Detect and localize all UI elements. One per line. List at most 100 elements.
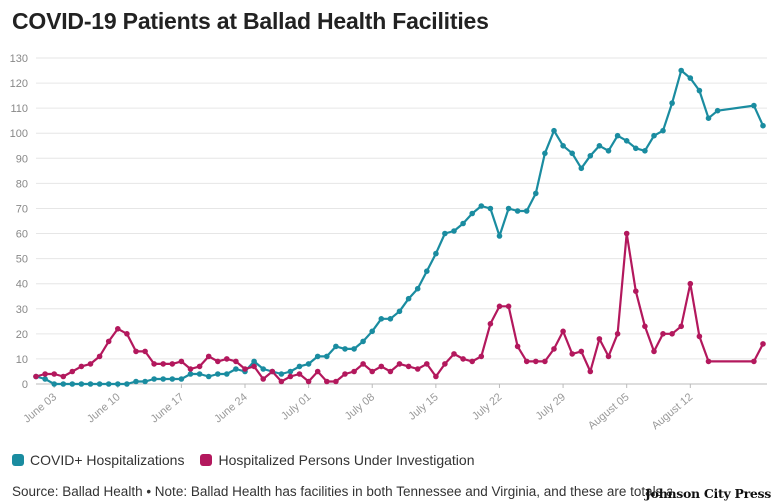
data-point-1 bbox=[287, 368, 294, 375]
data-point-1 bbox=[714, 107, 721, 114]
data-point-2 bbox=[196, 363, 203, 370]
data-point-2 bbox=[514, 343, 521, 350]
legend-item-covid-hospitalizations[interactable]: COVID+ Hospitalizations bbox=[12, 452, 184, 468]
data-point-2 bbox=[396, 361, 403, 367]
data-point-2 bbox=[614, 331, 621, 337]
data-point-1 bbox=[133, 378, 139, 385]
data-point-2 bbox=[478, 353, 485, 360]
y-tick-label: 20 bbox=[16, 329, 28, 341]
data-point-2 bbox=[105, 338, 112, 345]
data-point-1 bbox=[324, 353, 330, 360]
data-point-2 bbox=[651, 348, 657, 355]
data-point-1 bbox=[224, 371, 230, 377]
data-point-1 bbox=[124, 381, 130, 387]
x-tick-label: July 08 bbox=[343, 391, 377, 423]
y-tick-label: 60 bbox=[16, 229, 28, 241]
data-point-1 bbox=[696, 87, 703, 94]
data-point-2 bbox=[633, 288, 639, 295]
data-point-2 bbox=[505, 303, 512, 310]
data-point-1 bbox=[560, 143, 566, 149]
data-point-1 bbox=[115, 381, 121, 387]
data-point-1 bbox=[478, 203, 485, 209]
data-point-1 bbox=[614, 132, 621, 139]
data-point-1 bbox=[387, 316, 394, 322]
data-point-1 bbox=[596, 143, 603, 149]
data-point-1 bbox=[160, 376, 166, 382]
data-point-1 bbox=[405, 295, 412, 302]
data-point-1 bbox=[187, 371, 194, 377]
data-point-1 bbox=[414, 285, 421, 292]
data-point-2 bbox=[333, 378, 339, 385]
data-point-2 bbox=[215, 358, 221, 365]
data-point-1 bbox=[42, 376, 48, 382]
data-point-1 bbox=[760, 122, 766, 129]
data-point-2 bbox=[587, 368, 594, 375]
data-point-2 bbox=[551, 346, 557, 352]
data-point-2 bbox=[360, 361, 366, 367]
data-point-1 bbox=[69, 381, 76, 387]
data-point-2 bbox=[269, 368, 276, 375]
data-point-2 bbox=[469, 358, 476, 365]
data-point-1 bbox=[305, 361, 312, 367]
data-point-2 bbox=[760, 341, 766, 347]
data-point-1 bbox=[151, 376, 157, 382]
data-point-2 bbox=[205, 353, 212, 360]
data-point-1 bbox=[342, 346, 348, 352]
data-point-2 bbox=[460, 356, 466, 362]
data-point-2 bbox=[369, 368, 376, 375]
data-point-2 bbox=[605, 353, 612, 360]
data-point-1 bbox=[233, 366, 239, 372]
y-axis-ticks: 0 10 20 30 40 50 60 70 80 90 100 110 120 130 bbox=[10, 53, 28, 391]
data-point-2 bbox=[623, 230, 630, 237]
data-point-2 bbox=[578, 348, 585, 355]
y-tick-label: 100 bbox=[10, 128, 28, 140]
grid-lines bbox=[36, 57, 767, 385]
data-point-2 bbox=[296, 371, 303, 377]
legend-item-persons-under-investigation[interactable]: Hospitalized Persons Under Investigation bbox=[200, 452, 474, 468]
data-point-2 bbox=[705, 358, 712, 365]
data-point-1 bbox=[51, 381, 57, 387]
x-tick-label: August 12 bbox=[650, 391, 696, 432]
data-point-2 bbox=[87, 361, 94, 367]
data-point-1 bbox=[551, 127, 557, 134]
y-tick-label: 40 bbox=[16, 279, 28, 291]
data-point-1 bbox=[660, 127, 666, 134]
data-point-1 bbox=[424, 268, 430, 275]
y-tick-label: 80 bbox=[16, 178, 28, 190]
x-tick-label: June 10 bbox=[85, 391, 123, 425]
y-tick-label: 50 bbox=[16, 254, 28, 266]
legend-swatch-magenta bbox=[200, 454, 213, 466]
data-point-1 bbox=[378, 316, 385, 322]
data-point-1 bbox=[278, 371, 285, 377]
data-point-2 bbox=[569, 351, 575, 357]
data-point-2 bbox=[405, 363, 412, 370]
data-point-1 bbox=[369, 328, 376, 335]
data-point-1 bbox=[396, 308, 403, 315]
data-point-1 bbox=[651, 132, 657, 139]
data-point-1 bbox=[296, 363, 303, 370]
data-point-1 bbox=[251, 358, 257, 365]
data-point-1 bbox=[487, 205, 494, 212]
source-note: Source: Ballad Health • Note: Ballad Hea… bbox=[12, 484, 672, 499]
data-point-1 bbox=[205, 373, 212, 380]
data-point-1 bbox=[96, 381, 103, 387]
data-point-2 bbox=[42, 371, 48, 377]
data-point-1 bbox=[623, 138, 630, 144]
data-point-2 bbox=[542, 358, 548, 365]
data-point-2 bbox=[224, 356, 230, 362]
data-point-1 bbox=[642, 148, 648, 154]
data-point-1 bbox=[578, 165, 585, 172]
x-tick-label: July 01 bbox=[279, 391, 313, 423]
data-point-2 bbox=[642, 323, 648, 330]
data-point-2 bbox=[324, 378, 330, 385]
y-tick-label: 90 bbox=[16, 153, 28, 165]
data-point-2 bbox=[560, 328, 566, 335]
data-point-2 bbox=[233, 358, 239, 365]
data-point-1 bbox=[178, 376, 185, 382]
data-point-1 bbox=[460, 220, 466, 227]
legend-label: COVID+ Hospitalizations bbox=[30, 452, 185, 468]
data-point-2 bbox=[60, 373, 67, 380]
legend-label: Hospitalized Persons Under Investigation bbox=[218, 452, 475, 468]
data-point-1 bbox=[360, 338, 366, 345]
